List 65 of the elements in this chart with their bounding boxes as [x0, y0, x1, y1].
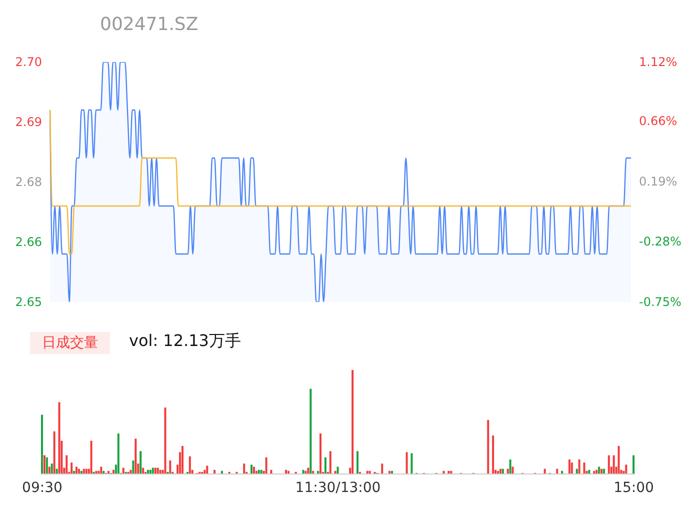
bar — [181, 446, 184, 474]
bar — [117, 433, 120, 474]
bar — [570, 462, 573, 474]
bar — [58, 402, 60, 474]
bar — [512, 466, 514, 474]
bar — [583, 462, 586, 474]
bar — [164, 407, 166, 474]
bar — [48, 466, 50, 474]
bar — [329, 451, 332, 474]
y2-tick-label: -0.75% — [639, 295, 682, 309]
bar — [509, 459, 512, 474]
bar — [410, 453, 413, 474]
bar — [492, 436, 494, 474]
bar — [320, 433, 322, 474]
bar — [169, 460, 172, 474]
bar — [243, 464, 246, 474]
bar — [618, 446, 620, 474]
bar — [50, 464, 53, 474]
y2-tick-label: 1.12% — [639, 55, 678, 69]
line-series — [49, 109, 632, 255]
x-tick-label: 09:30 — [22, 480, 62, 496]
y-tick-label: 2.70 — [15, 55, 42, 69]
bar — [406, 452, 408, 474]
bar — [252, 466, 255, 474]
y2-tick-label: 0.66% — [639, 114, 678, 128]
bar — [53, 431, 56, 474]
chart-title: 日成交量 — [30, 332, 110, 354]
y2-tick-label: -0.28% — [639, 234, 682, 249]
x-tick-label: 15:00 — [614, 480, 654, 496]
y-tick-label: 2.65 — [15, 295, 42, 309]
bar — [356, 451, 358, 474]
bar — [381, 464, 384, 474]
chart-subtitle: vol: 12.13万手 — [129, 331, 241, 352]
bar — [140, 451, 142, 474]
bar — [90, 440, 92, 474]
bar — [250, 464, 252, 474]
bar — [612, 455, 615, 474]
bar — [132, 460, 134, 474]
bar — [336, 466, 339, 474]
bar — [568, 459, 570, 474]
bar — [608, 455, 610, 474]
bar — [487, 420, 490, 474]
bar — [598, 466, 600, 474]
bar — [43, 455, 46, 474]
y-tick-label: 2.68 — [15, 175, 42, 189]
y-tick-label: 2.69 — [15, 115, 42, 129]
bar — [324, 457, 326, 474]
bar — [352, 370, 354, 474]
x-tick-label: 11:30/13:00 — [295, 480, 381, 496]
bar — [188, 456, 191, 474]
bar — [310, 388, 312, 474]
bar — [625, 464, 628, 474]
chart-title: 002471.SZ — [100, 14, 198, 35]
bar — [632, 455, 635, 474]
bar — [41, 414, 43, 474]
bar — [46, 457, 48, 474]
bar — [100, 466, 102, 474]
bar — [578, 459, 580, 474]
bar — [70, 462, 73, 474]
y2-tick-label: 0.19% — [639, 174, 678, 188]
bar — [134, 438, 137, 474]
bar — [265, 457, 268, 474]
bar — [206, 466, 208, 474]
y-tick-label: 2.66 — [15, 235, 42, 249]
bar — [66, 455, 68, 474]
